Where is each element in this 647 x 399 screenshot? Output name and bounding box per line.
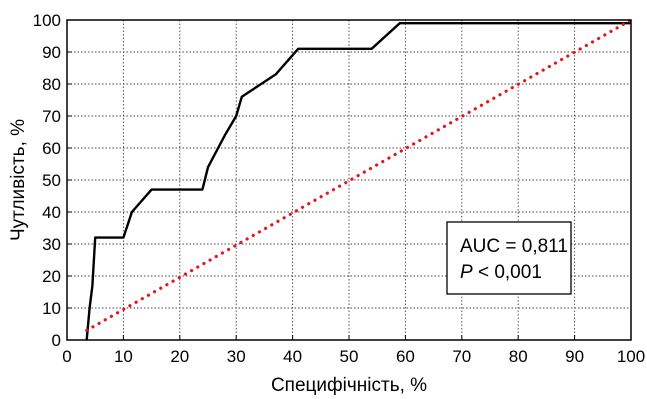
x-tick-label: 90 xyxy=(565,347,584,366)
x-tick-label: 100 xyxy=(617,347,645,366)
y-tick-label: 100 xyxy=(33,11,61,30)
y-tick-label: 70 xyxy=(42,107,61,126)
annotation-box: AUC = 0,811 P < 0,001 xyxy=(446,221,572,295)
y-tick-label: 80 xyxy=(42,75,61,94)
annotation-frame xyxy=(446,221,572,295)
y-tick-label: 0 xyxy=(52,331,61,350)
x-tick-label: 10 xyxy=(114,347,133,366)
p-value-text: P < 0,001 xyxy=(460,262,542,283)
x-tick-label: 40 xyxy=(283,347,302,366)
x-tick-label: 0 xyxy=(62,347,71,366)
p-letter: P xyxy=(460,262,473,283)
roc-curve xyxy=(85,22,631,341)
y-axis-label: Чутливість, % xyxy=(8,119,29,241)
x-tick-label: 70 xyxy=(452,347,471,366)
x-tick-label: 30 xyxy=(227,347,246,366)
x-axis-label: Специфічність, % xyxy=(271,375,427,396)
y-tick-label: 40 xyxy=(42,203,61,222)
y-tick-label: 90 xyxy=(42,43,61,62)
y-tick-label: 10 xyxy=(42,299,61,318)
y-tick-label: 30 xyxy=(42,235,61,254)
plot-frame xyxy=(66,19,632,341)
x-tick-label: 60 xyxy=(396,347,415,366)
p-value: < 0,001 xyxy=(473,262,542,283)
reference-line xyxy=(85,18,633,332)
y-tick-label: 50 xyxy=(42,171,61,190)
y-tick-label: 20 xyxy=(42,267,61,286)
x-tick-label: 80 xyxy=(509,347,528,366)
x-tick-label: 50 xyxy=(340,347,359,366)
ticks: 0 10 20 30 40 50 60 70 80 90 100 0 10 20 30 40 50 60 70 80 9… xyxy=(33,11,646,366)
series xyxy=(85,18,633,341)
y-tick-label: 60 xyxy=(42,139,61,158)
x-tick-label: 20 xyxy=(170,347,189,366)
auc-text: AUC = 0,811 xyxy=(460,236,568,257)
